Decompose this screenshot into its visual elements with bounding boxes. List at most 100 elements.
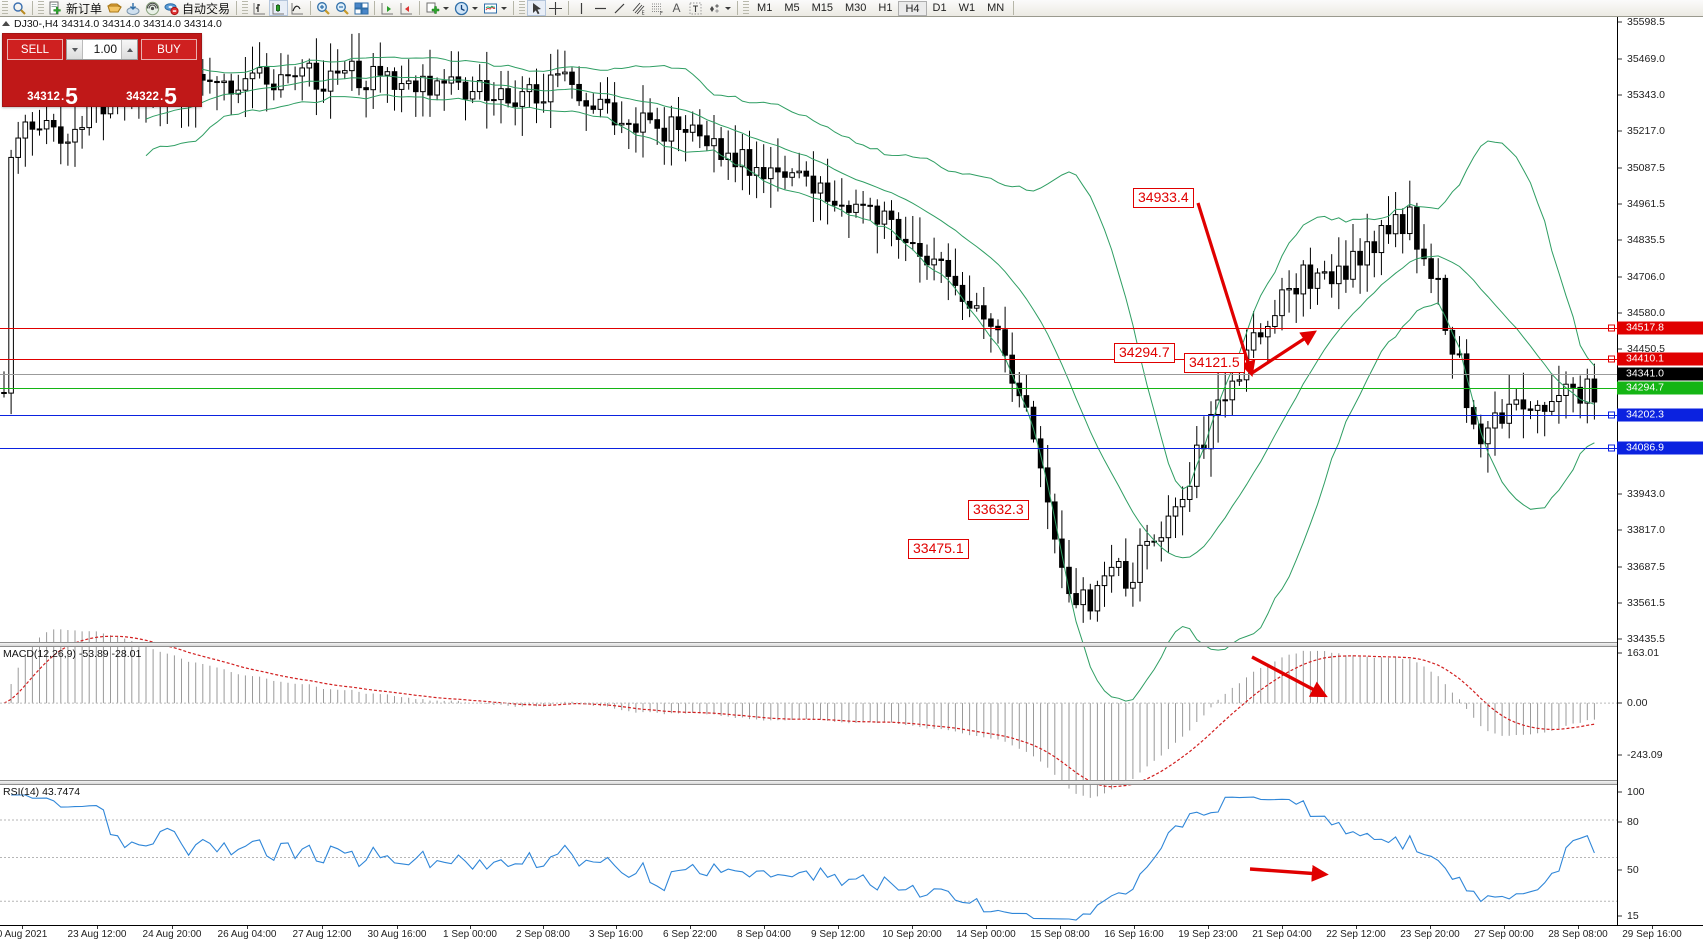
timeframe-h4[interactable]: H4 — [898, 0, 927, 16]
shapes-icon[interactable] — [705, 0, 724, 16]
auto-trading-label[interactable]: 自动交易 — [182, 1, 231, 16]
price-tick: 35598.5 — [1627, 16, 1665, 28]
price-axis[interactable]: 35598.5 35469.0 35343.0 35217.0 35087.5 34961… — [1617, 16, 1703, 925]
chevron-down-icon[interactable] — [443, 6, 450, 10]
time-tick-label: 21 Sep 04:00 — [1252, 929, 1312, 940]
price-badge-red[interactable]: 34517.8 — [1617, 321, 1703, 335]
chart-plot-area[interactable]: DJ30-,H4 34314.0 34314.0 34314.0 34314.0… — [0, 17, 1617, 925]
period-icon[interactable] — [452, 0, 471, 16]
crosshair-icon[interactable] — [546, 0, 565, 16]
rsi-tick: 15 — [1627, 910, 1639, 922]
sell-button[interactable]: SELL — [7, 39, 63, 60]
one-click-trading-panel[interactable]: SELL 1.00 BUY 34312. 5 34322. 5 — [2, 33, 202, 108]
macd-pane-splitter[interactable] — [0, 642, 1617, 647]
axis-tickmark — [1618, 348, 1622, 350]
timeframe-m1[interactable]: M1 — [757, 1, 773, 14]
equidistant-channel-icon[interactable]: E — [629, 0, 648, 16]
timeframe-m5[interactable]: M5 — [784, 1, 800, 14]
volume-stepper[interactable]: 1.00 — [66, 39, 138, 60]
line-chart-icon[interactable] — [288, 0, 307, 16]
tile-windows-icon[interactable] — [352, 0, 371, 16]
resistance-34410-handle[interactable] — [1608, 355, 1615, 363]
support-34202-handle[interactable] — [1608, 411, 1615, 419]
volume-decrement-button[interactable] — [67, 40, 83, 59]
fibonacci-icon[interactable]: F — [648, 0, 667, 16]
new-order-label[interactable]: 新订单 — [66, 1, 103, 16]
down-trend-arrow — [1196, 202, 1256, 377]
volume-value[interactable]: 1.00 — [93, 42, 117, 56]
text-label-icon[interactable] — [686, 0, 705, 16]
price-badge-black[interactable]: 34341.0 — [1617, 367, 1703, 381]
support-34086-handle[interactable] — [1608, 444, 1615, 452]
add-indicator-icon[interactable] — [423, 0, 442, 16]
chart-shift-icon[interactable] — [378, 0, 397, 16]
text-icon[interactable]: A — [672, 1, 681, 15]
bid-line-34341[interactable] — [0, 374, 1617, 375]
resistance-34517[interactable] — [0, 328, 1617, 329]
price-badge-red[interactable]: 34410.1 — [1617, 352, 1703, 366]
timeframe-h1[interactable]: H1 — [878, 1, 893, 14]
horizontal-line-icon[interactable] — [591, 0, 610, 16]
price-badge-blue[interactable]: 34086.9 — [1617, 441, 1703, 455]
toolbar-grip[interactable] — [2, 0, 8, 16]
sell-price[interactable]: 34312. 5 — [3, 62, 102, 108]
support-34086[interactable] — [0, 448, 1617, 449]
chevron-down-icon-2[interactable] — [472, 6, 479, 10]
toolbar-grip-5[interactable] — [743, 0, 750, 16]
collapse-triangle-icon[interactable] — [2, 21, 10, 26]
timeframe-d1[interactable]: D1 — [932, 1, 947, 14]
cursor-icon[interactable] — [527, 0, 547, 16]
zoom-search-icon[interactable] — [10, 0, 29, 16]
toolbar-grip-2[interactable] — [38, 0, 44, 16]
toolbar-separator-2 — [236, 1, 238, 15]
resistance-34410[interactable] — [0, 359, 1617, 360]
bar-chart-icon[interactable] — [250, 0, 269, 16]
buy-button[interactable]: BUY — [141, 39, 197, 60]
price-annotation[interactable]: 33475.1 — [908, 539, 969, 559]
candlestick-chart-icon[interactable] — [269, 0, 289, 16]
templates-icon[interactable] — [481, 0, 500, 16]
timeframe-mn[interactable]: MN — [987, 1, 1005, 14]
zoom-out-icon[interactable] — [333, 0, 352, 16]
symbol-header: DJ30-,H4 34314.0 34314.0 34314.0 34314.0 — [2, 18, 222, 30]
price-annotation[interactable]: 34933.4 — [1133, 188, 1194, 208]
ask-line-34294[interactable] — [0, 388, 1617, 389]
time-axis[interactable]: 0 Aug 2021 23 Aug 12:00 24 Aug 20:00 26 Aug… — [0, 925, 1703, 943]
chevron-down-icon-3[interactable] — [501, 6, 508, 10]
timeframe-m30[interactable]: M30 — [845, 1, 867, 14]
price-badge-green[interactable]: 34294.7 — [1617, 381, 1703, 395]
support-34202[interactable] — [0, 415, 1617, 416]
toolbar-grip-3[interactable] — [242, 0, 249, 16]
auto-trading-icon[interactable] — [162, 0, 181, 16]
price-tick: 33943.0 — [1627, 488, 1665, 500]
time-tick-label: 6 Sep 22:00 — [663, 929, 717, 940]
trendline-icon[interactable] — [610, 0, 629, 16]
new-order-icon[interactable] — [46, 0, 65, 16]
zoom-in-icon[interactable] — [314, 0, 333, 16]
axis-tickmark — [1618, 493, 1622, 495]
folder-icon[interactable] — [105, 0, 124, 16]
signal-icon[interactable] — [143, 0, 162, 16]
download-icon[interactable] — [124, 0, 143, 16]
price-annotation[interactable]: 34294.7 — [1114, 343, 1175, 363]
auto-scroll-icon[interactable] — [397, 0, 416, 16]
price-annotation[interactable]: 33632.3 — [968, 500, 1029, 520]
toolbar-separator-5 — [419, 1, 421, 15]
chevron-down-icon-4[interactable] — [725, 6, 732, 10]
vertical-line-icon[interactable] — [572, 0, 591, 16]
price-tick: 35469.0 — [1627, 53, 1665, 65]
price-badge-blue[interactable]: 34202.3 — [1617, 408, 1703, 422]
axis-tickmark — [1618, 915, 1622, 917]
resistance-34517-handle[interactable] — [1608, 324, 1615, 332]
chart-window[interactable]: DJ30-,H4 34314.0 34314.0 34314.0 34314.0… — [0, 16, 1703, 943]
buy-price[interactable]: 34322. 5 — [102, 62, 201, 108]
time-tickmark — [247, 926, 248, 929]
svg-text:E: E — [642, 10, 645, 16]
price-annotation[interactable]: 34121.5 — [1184, 353, 1245, 373]
timeframe-m15[interactable]: M15 — [811, 1, 833, 14]
timeframe-w1[interactable]: W1 — [958, 1, 976, 14]
rsi-tick: 100 — [1627, 786, 1645, 798]
toolbar-grip-4[interactable] — [519, 0, 526, 16]
rsi-pane-splitter[interactable] — [0, 780, 1617, 785]
volume-increment-button[interactable] — [121, 40, 137, 59]
